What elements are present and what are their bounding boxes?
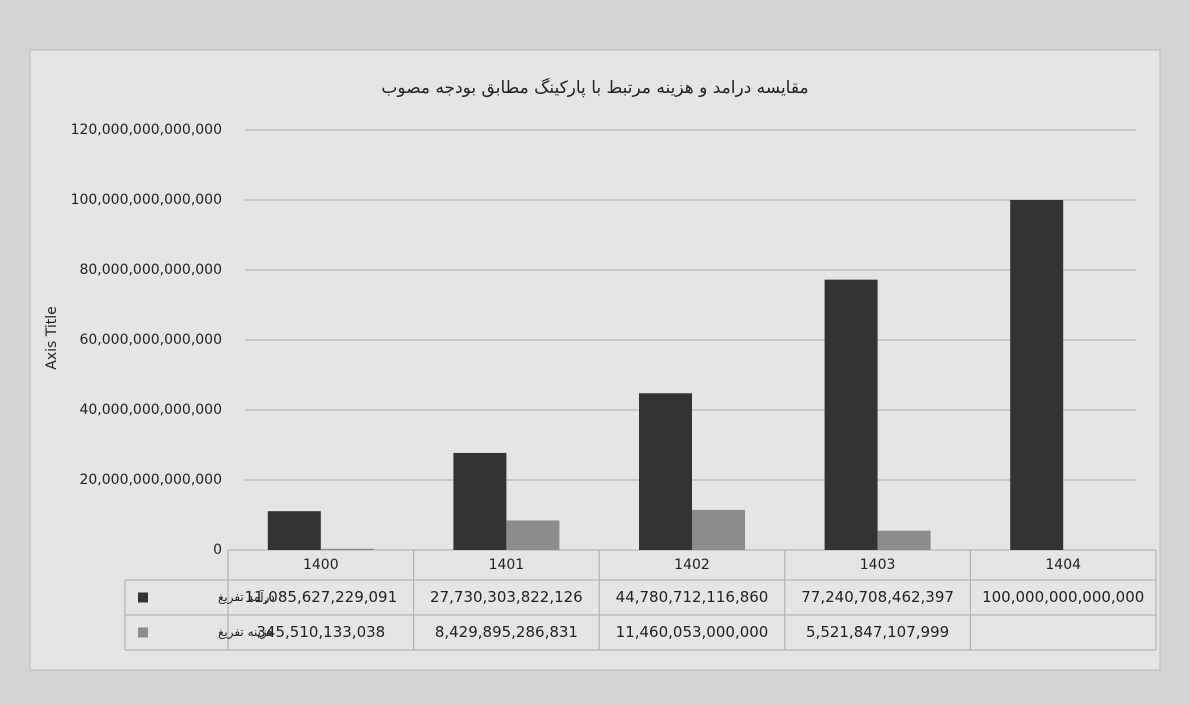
bar xyxy=(877,530,931,550)
chart-title: مقایسه درامد و هزینه مرتبط با پارکینگ مط… xyxy=(381,77,808,98)
y-tick-label: 60,000,000,000,000 xyxy=(79,332,222,348)
y-tick-label: 20,000,000,000,000 xyxy=(79,472,222,488)
bar xyxy=(692,509,745,550)
bar xyxy=(639,393,692,550)
chart-frame xyxy=(29,49,1161,671)
x-tick-label: 1401 xyxy=(489,557,525,573)
bar xyxy=(267,511,321,550)
legend-label: درآمد تفریغ xyxy=(218,589,275,605)
y-tick-label: 40,000,000,000,000 xyxy=(79,402,222,418)
bar xyxy=(453,452,507,550)
y-tick-label: 100,000,000,000,000 xyxy=(71,192,222,208)
value-label: 11,460,053,000,000 xyxy=(616,623,769,641)
y-tick-label: 0 xyxy=(213,542,222,558)
value-label: 345,510,133,038 xyxy=(256,623,385,641)
bar xyxy=(506,520,560,550)
value-label: 27,730,303,822,126 xyxy=(430,588,583,606)
value-label: 44,780,712,116,860 xyxy=(616,588,769,606)
x-tick-label: 1402 xyxy=(674,557,710,573)
value-label: 100,000,000,000,000 xyxy=(982,588,1144,606)
legend-key xyxy=(138,592,148,603)
bar xyxy=(1010,200,1064,550)
value-label: 77,240,708,462,397 xyxy=(801,588,954,606)
y-tick-label: 120,000,000,000,000 xyxy=(71,122,222,138)
bar xyxy=(320,548,374,550)
y-axis-title: Axis Title xyxy=(44,306,60,370)
value-label: 5,521,847,107,999 xyxy=(806,623,949,641)
legend-label: هزینه تفریغ xyxy=(218,625,274,640)
y-tick-label: 80,000,000,000,000 xyxy=(79,262,222,278)
legend-key xyxy=(138,627,148,638)
value-label: 11,085,627,229,091 xyxy=(244,588,397,606)
value-label: 8,429,895,286,831 xyxy=(435,623,578,641)
x-tick-label: 1403 xyxy=(860,557,896,573)
x-tick-label: 1400 xyxy=(303,557,339,573)
x-tick-label: 1404 xyxy=(1045,557,1081,573)
bar xyxy=(824,279,878,550)
